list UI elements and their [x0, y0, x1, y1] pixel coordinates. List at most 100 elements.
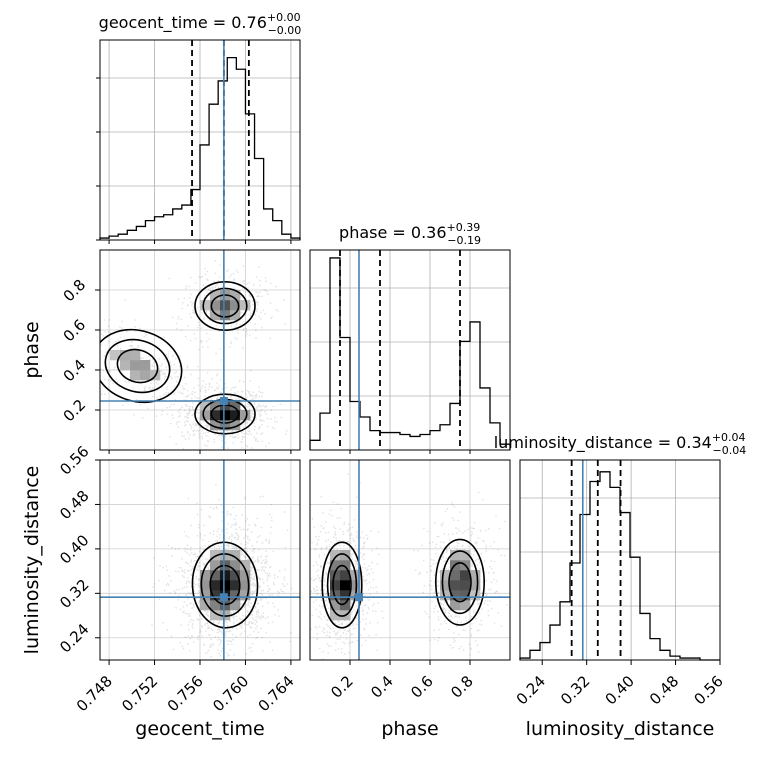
x-axis-label-phase: phase: [381, 718, 438, 740]
density-cell: [470, 580, 481, 591]
density-cell: [230, 560, 241, 571]
contour-line: [104, 338, 171, 394]
contour-line: [441, 550, 479, 615]
panel-frame: [309, 249, 511, 451]
density-cell: [450, 590, 461, 601]
x-tick-label: 0.756: [164, 672, 207, 715]
density-cell: [240, 410, 251, 421]
contour-line: [116, 348, 159, 384]
hist-panel-geocent_time: geocent_time = 0.76+0.00 −0.00: [96, 11, 301, 241]
density-cell: [330, 550, 341, 561]
density-cell: [330, 600, 341, 611]
density-cell: [330, 570, 341, 581]
density-cell: [240, 580, 251, 591]
density-cell: [230, 580, 241, 591]
contour-line: [210, 294, 240, 318]
density-cell: [210, 400, 221, 411]
x-axis-label-luminosity_distance: luminosity_distance: [526, 718, 715, 740]
x-tick-label: 0.56: [690, 672, 726, 708]
x-tick-label: 0.24: [513, 672, 549, 708]
density-cell: [210, 600, 221, 611]
density-cell: [220, 420, 231, 431]
density-cell: [230, 400, 241, 411]
density-cell: [230, 300, 241, 311]
density-cell: [330, 580, 341, 591]
density-cell: [210, 550, 221, 561]
hist-panel-phase: phase = 0.36+0.39 −0.19: [309, 221, 511, 451]
x-tick-label: 0.32: [557, 672, 593, 708]
density-cell: [220, 570, 231, 581]
density-cell: [340, 580, 351, 591]
y-tick-label: 0.56: [56, 442, 92, 478]
contour-line: [194, 280, 256, 331]
density-cell: [230, 550, 241, 561]
y-axis-label-phase: phase: [21, 321, 43, 378]
x-tick-label: 0.4: [367, 672, 397, 702]
density-cell: [470, 590, 481, 601]
density-cell: [340, 560, 351, 571]
density-cell: [440, 590, 451, 601]
y-tick-label: 0.40: [56, 531, 92, 567]
density-cell: [200, 580, 211, 591]
density-cell: [140, 360, 151, 371]
density-cell: [200, 400, 211, 411]
density-cell: [130, 370, 141, 381]
density-cell: [450, 570, 461, 581]
density-cell: [230, 410, 241, 421]
density-cell: [210, 420, 221, 431]
density-cell: [330, 590, 341, 601]
y-tick-label: 0.24: [56, 620, 92, 656]
density-cell: [200, 590, 211, 601]
x-tick-label: 0.764: [255, 672, 298, 715]
density-cell: [200, 410, 211, 421]
density-cell: [230, 420, 241, 431]
x-tick-label: 0.748: [73, 672, 116, 715]
density-cell: [220, 310, 231, 321]
density-cell: [130, 350, 141, 361]
density-cell: [210, 300, 221, 311]
density-cell: [240, 300, 251, 311]
density-cell: [450, 580, 461, 591]
density-cell: [440, 570, 451, 581]
x-tick-label: 0.760: [209, 672, 252, 715]
truth-marker: [355, 593, 363, 602]
title-luminosity_distance: luminosity_distance = 0.34+0.04 −0.04: [494, 431, 747, 457]
histogram-luminosity_distance: [519, 471, 720, 661]
contour-line: [202, 287, 248, 325]
contour-line: [100, 328, 183, 404]
density-cell: [330, 560, 341, 571]
scatter-panel-phase-luminosity_distance: [309, 459, 511, 661]
contour-line: [326, 553, 358, 617]
y-tick-label: 0.2: [60, 396, 90, 426]
density-cell: [340, 570, 351, 581]
density-cell: [220, 550, 231, 561]
contour-line: [194, 393, 256, 435]
contour-line: [321, 541, 363, 629]
density-cell: [340, 600, 351, 611]
density-cell: [470, 570, 481, 581]
x-tick-label: 0.48: [646, 672, 682, 708]
contour-line: [448, 561, 472, 603]
density-cell: [230, 600, 241, 611]
y-tick-label: 0.48: [56, 487, 92, 523]
density-cell: [460, 580, 471, 591]
contour-line: [332, 564, 352, 606]
histogram-geocent_time: [99, 56, 301, 240]
density-cell: [210, 580, 221, 591]
density-cell: [200, 570, 211, 581]
density-cell: [230, 290, 241, 301]
density-cell: [450, 550, 461, 561]
density-cell: [330, 610, 341, 621]
density-cell: [120, 360, 131, 371]
density-cell: [460, 570, 471, 581]
scatter-points: [310, 473, 508, 660]
density-cell: [240, 560, 251, 571]
y-tick-label: 0.8: [60, 276, 90, 306]
density-cell: [460, 590, 471, 601]
x-tick-label: 0.6: [407, 672, 437, 702]
scatter-panel-geocent_time-luminosity_distance: [99, 459, 301, 661]
density-cell: [130, 360, 141, 371]
y-tick-label: 0.4: [60, 356, 90, 386]
contour-line: [191, 541, 259, 629]
density-cell: [340, 590, 351, 601]
